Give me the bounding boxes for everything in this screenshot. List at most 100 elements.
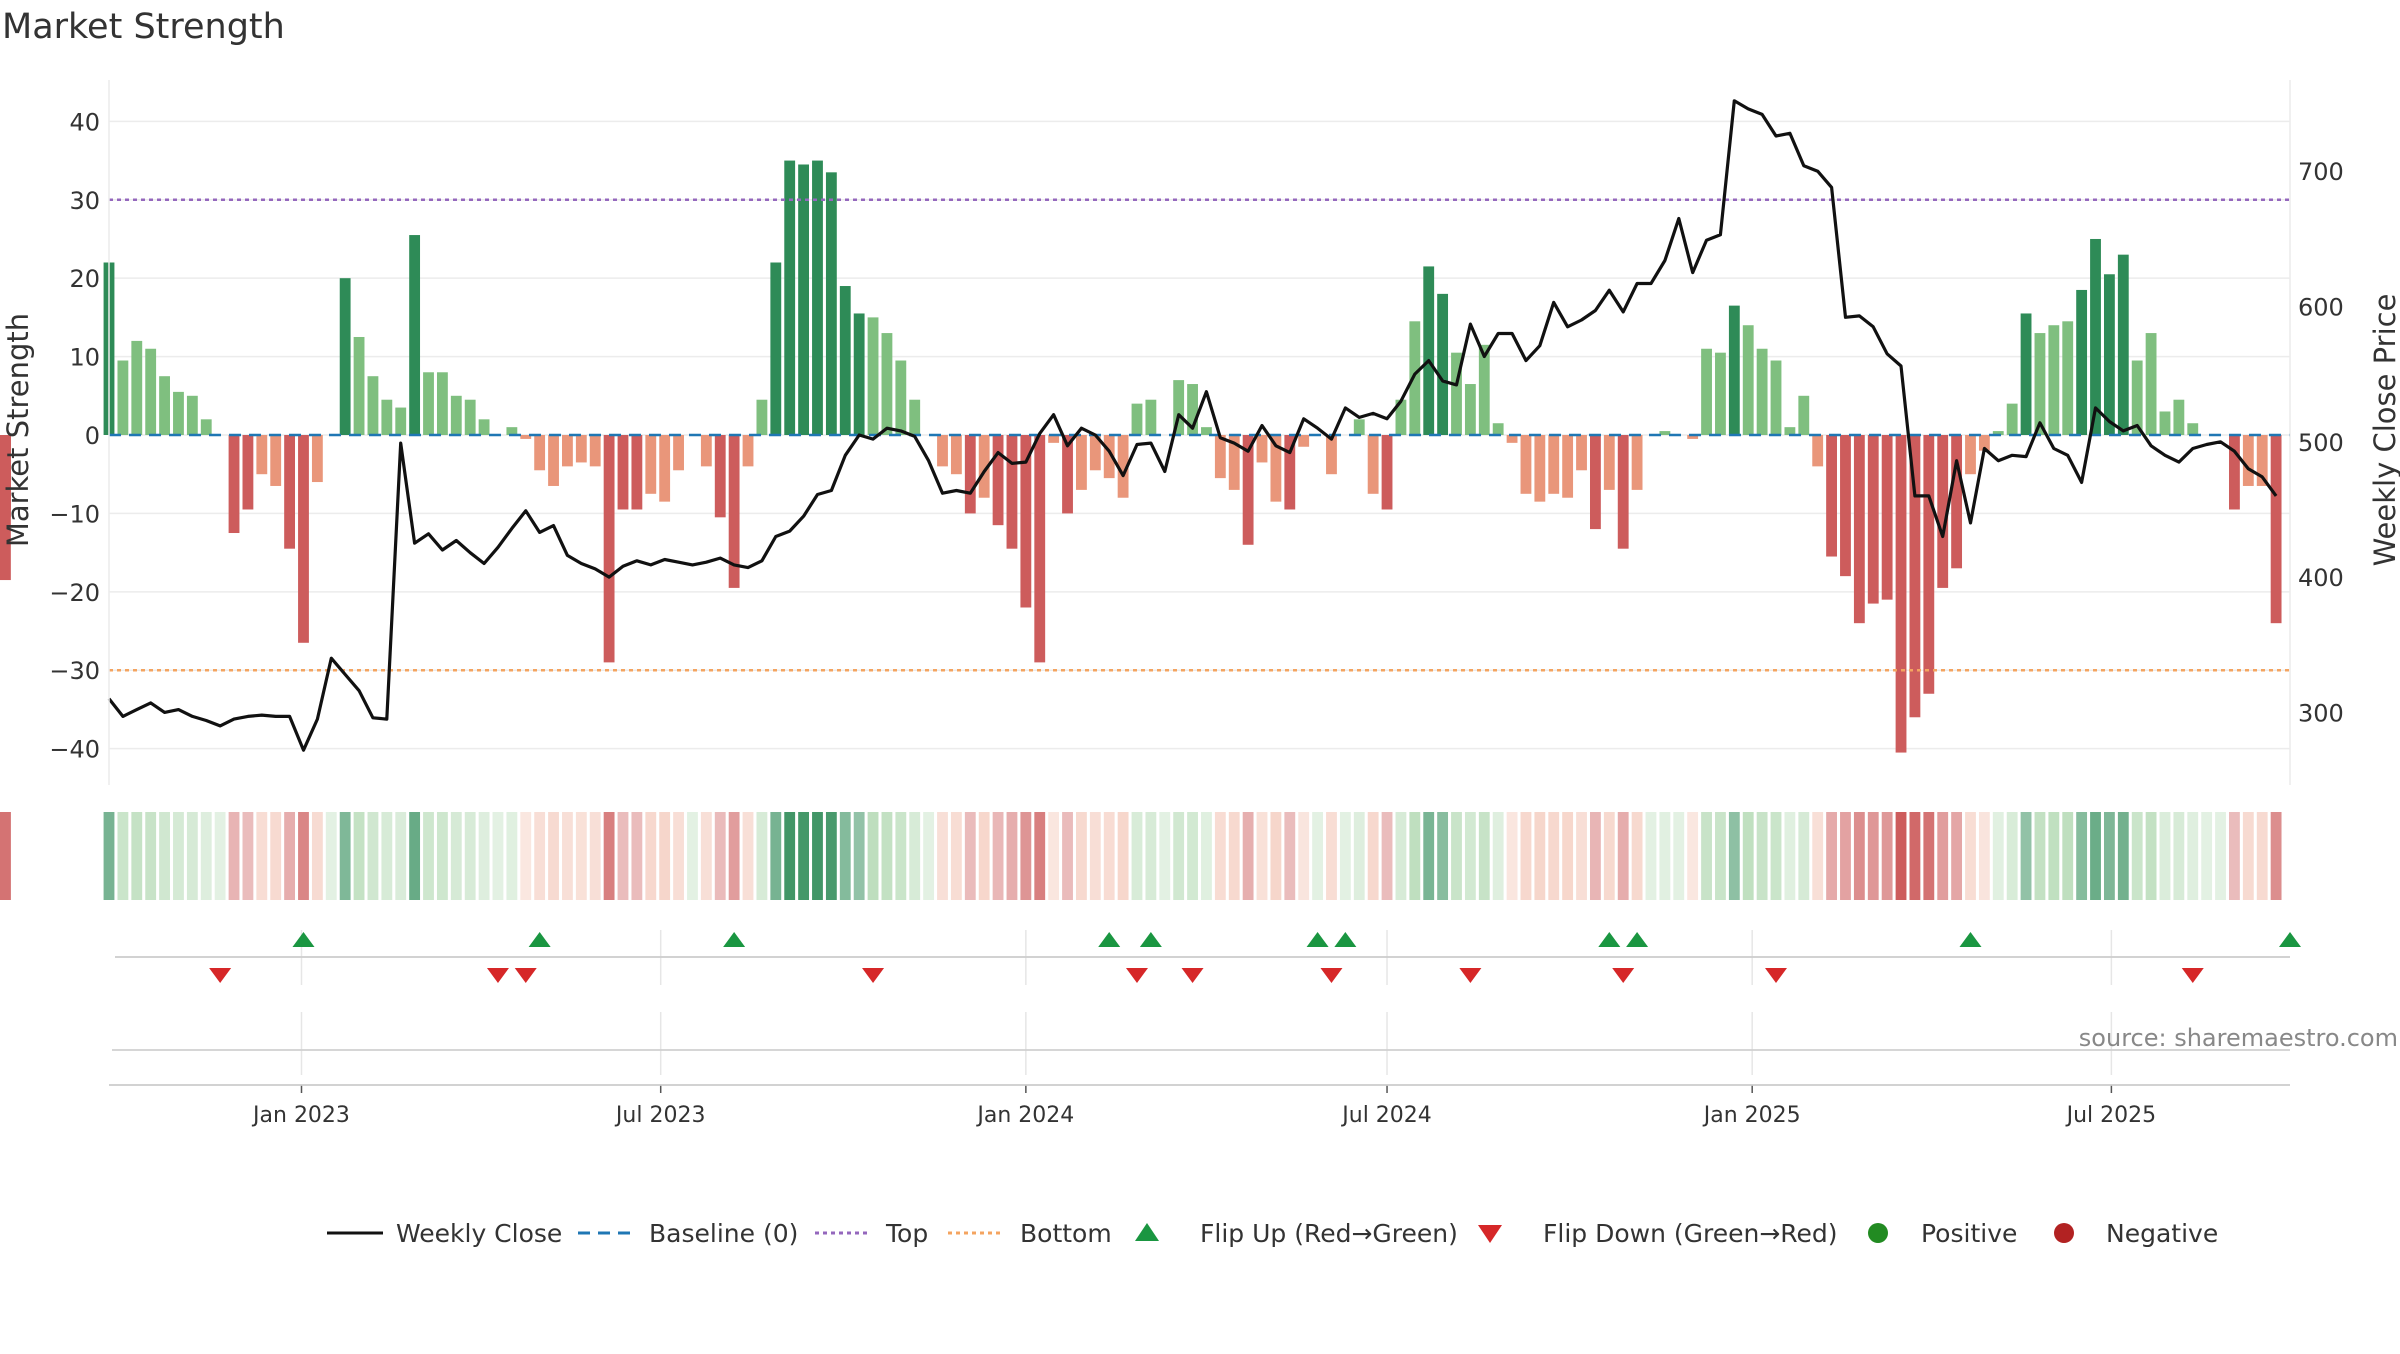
strength-bar xyxy=(1853,435,1865,624)
source-credit: source: sharemaestro.com xyxy=(2079,1024,2398,1052)
strength-bar xyxy=(1367,435,1379,494)
heat-cell xyxy=(228,812,240,900)
heat-cell xyxy=(1187,812,1198,900)
strength-bar xyxy=(2242,435,2254,486)
heat-cell xyxy=(1562,812,1574,900)
y-tick-label: 0 xyxy=(85,422,100,450)
strength-bar xyxy=(1256,435,1268,463)
heat-cell xyxy=(1867,812,1879,900)
heat-cell xyxy=(1715,812,1726,900)
strength-bar xyxy=(2020,313,2032,435)
strength-bars xyxy=(0,160,2282,753)
strength-bar xyxy=(2090,238,2101,435)
heat-cell xyxy=(2145,812,2157,900)
strength-bar xyxy=(353,336,365,435)
strength-bar xyxy=(1534,435,1546,502)
heat-cell xyxy=(381,812,393,900)
heat-cell xyxy=(1784,812,1796,900)
heat-cell xyxy=(1006,812,1018,900)
x-tick-label: Jul 2023 xyxy=(614,1103,706,1128)
strength-bar xyxy=(1520,435,1532,494)
flip-down-marker xyxy=(1181,968,1204,983)
heat-cell xyxy=(784,812,796,900)
strength-bar xyxy=(1103,435,1115,479)
strength-bar xyxy=(1978,435,1990,451)
strength-bar xyxy=(1145,399,1157,435)
strength-bar xyxy=(575,435,587,463)
flip-up-marker xyxy=(2279,932,2301,947)
heat-cell xyxy=(1173,812,1185,900)
heat-cell xyxy=(1048,812,1060,900)
heat-cell xyxy=(1492,812,1504,900)
strength-bar xyxy=(1437,293,1449,435)
heat-cell xyxy=(2270,812,2282,900)
heat-cell xyxy=(520,812,532,900)
strength-bar xyxy=(464,399,476,435)
heat-cell xyxy=(1770,812,1782,900)
strength-bar xyxy=(1589,435,1601,530)
y-tick-label: 40 xyxy=(69,108,100,136)
strength-bar xyxy=(256,435,268,475)
y-tick-label: 20 xyxy=(69,265,100,293)
heat-cell xyxy=(631,812,643,900)
heat-cell xyxy=(1645,812,1657,900)
strength-bar xyxy=(1284,435,1296,510)
strength-bar xyxy=(2270,435,2282,624)
strength-bar xyxy=(381,399,393,435)
heat-cell xyxy=(964,812,976,900)
heat-cell xyxy=(1339,812,1351,900)
strength-bar xyxy=(1812,435,1824,467)
strength-bar xyxy=(853,313,865,435)
heat-cell xyxy=(1909,812,1921,900)
heat-cell xyxy=(575,812,587,900)
heat-cell xyxy=(450,812,462,900)
y-tick-label: 30 xyxy=(69,187,100,215)
heat-cell xyxy=(1673,812,1685,900)
legend-label: Top xyxy=(885,1219,928,1248)
strength-bar xyxy=(131,340,143,435)
flip-markers xyxy=(115,930,2301,985)
heat-cell xyxy=(1881,812,1893,900)
strength-bar xyxy=(1603,435,1615,490)
heat-cell xyxy=(1840,812,1851,900)
heat-cell xyxy=(117,812,129,900)
strength-bar xyxy=(1909,435,1921,718)
strength-bar xyxy=(964,435,976,514)
strength-bar xyxy=(1965,435,1976,475)
heat-cell xyxy=(950,812,962,900)
strength-bar xyxy=(2117,254,2129,435)
heat-cell xyxy=(673,812,684,900)
strength-bar xyxy=(1117,435,1129,498)
strength-bar xyxy=(812,160,823,435)
legend: Weekly Close Baseline (0) Top Bottom Flip Up… xyxy=(327,1219,2218,1248)
heat-cell xyxy=(298,812,309,900)
strength-bar xyxy=(1659,431,1671,435)
heat-cell xyxy=(103,812,115,900)
heat-cell xyxy=(603,812,615,900)
heat-cell xyxy=(2159,812,2171,900)
y-tick-label: −40 xyxy=(49,736,100,764)
heat-cell xyxy=(1798,812,1810,900)
strength-bar xyxy=(534,435,546,471)
heat-cell xyxy=(1312,812,1323,900)
strength-bar xyxy=(2062,321,2074,435)
legend-label: Negative xyxy=(2106,1219,2218,1248)
heat-cell xyxy=(353,812,365,900)
strength-bar xyxy=(2103,274,2115,435)
chart-title: Market Strength xyxy=(2,7,285,47)
heat-cell xyxy=(1256,812,1268,900)
heat-cell xyxy=(2256,812,2268,900)
strength-bar xyxy=(895,360,907,435)
strength-bar xyxy=(1867,435,1879,604)
heat-cell xyxy=(742,812,754,900)
strength-bar xyxy=(1770,360,1782,435)
sign-dots-panel xyxy=(112,1012,2290,1075)
strength-bar xyxy=(1548,435,1560,494)
strength-bar xyxy=(1451,352,1462,435)
strength-bar xyxy=(1798,395,1810,435)
reference-lines xyxy=(109,198,2290,672)
heat-cell xyxy=(923,812,935,900)
strength-bar xyxy=(1089,435,1101,471)
y2-tick-label: 400 xyxy=(2298,564,2344,592)
y2-tick-label: 600 xyxy=(2298,293,2344,321)
